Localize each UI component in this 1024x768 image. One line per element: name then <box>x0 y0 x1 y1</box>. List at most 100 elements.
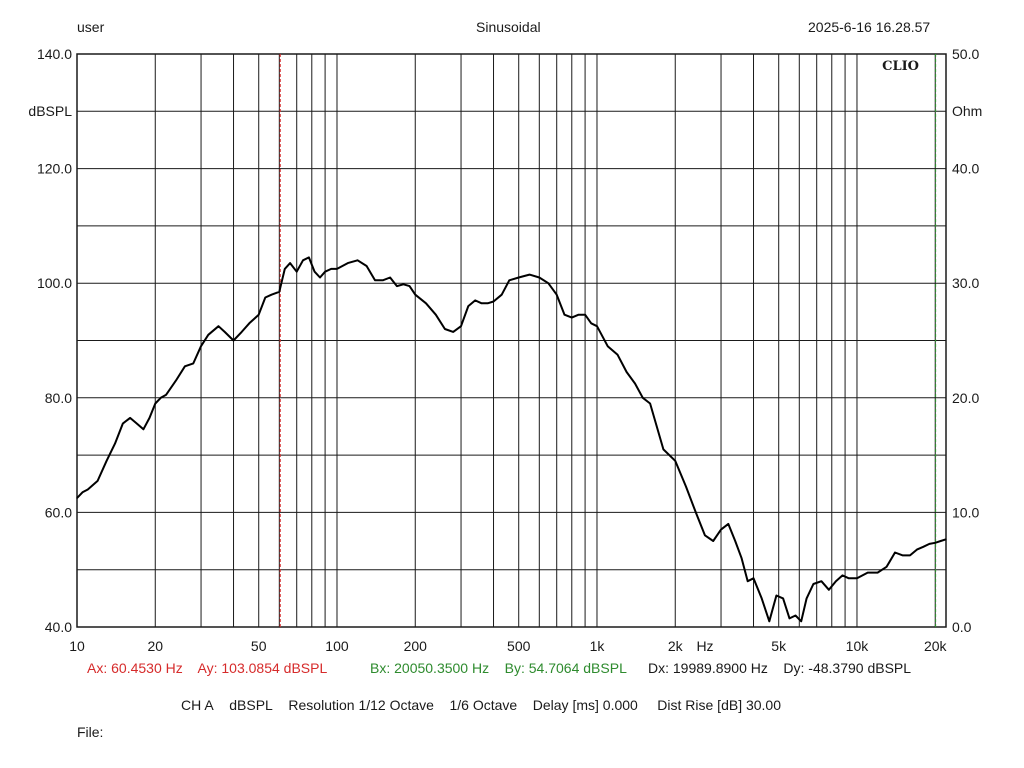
trace-point <box>856 577 858 579</box>
trace-point <box>616 354 619 356</box>
trace-point <box>902 554 904 556</box>
x-tick-label: 100 <box>325 638 349 654</box>
frequency-response-chart[interactable]: 10 20 50 100 200 500 1k 2k 5k 10k 20k Hz 140.0 120.0 1… <box>0 0 1024 660</box>
trace-point <box>704 534 706 536</box>
resolution-label: Resolution 1/12 Octave <box>288 697 434 713</box>
y-left-tick-label: 40.0 <box>45 619 72 635</box>
ay-readout: Ay: 103.0854 dBSPL <box>197 660 328 676</box>
trace-point <box>289 262 291 264</box>
trace-point <box>302 259 304 261</box>
bx-readout: Bx: 20050.3500 Hz <box>370 660 490 676</box>
cursor-a-readout: Ax: 60.4530 Hz Ay: 103.0854 dBSPL <box>87 660 327 676</box>
trace-point <box>727 523 729 525</box>
trace-point <box>788 617 791 620</box>
trace-point <box>425 302 427 304</box>
trace-point <box>782 597 784 599</box>
trace-point <box>794 614 797 617</box>
header-mode: Sinusoidal <box>476 19 541 35</box>
trace-point <box>148 417 151 419</box>
trace-point <box>934 542 936 544</box>
trace-point <box>768 620 770 622</box>
trace-point <box>922 546 924 548</box>
dist-rise-label: Dist Rise [dB] 30.00 <box>657 697 782 713</box>
trace-point <box>761 597 763 599</box>
trace-point <box>487 302 489 304</box>
trace-point <box>207 334 209 336</box>
smoothing-label: 1/6 Octave <box>449 697 518 713</box>
trace-point <box>916 549 918 551</box>
trace-point <box>136 422 138 425</box>
delta-readout: Dx: 19989.8900 Hz Dy: -48.3790 dBSPL <box>648 660 911 676</box>
trace-point <box>596 325 598 327</box>
trace-point <box>467 305 469 307</box>
trace-point <box>835 580 837 582</box>
trace-point <box>114 443 116 445</box>
trace-point <box>160 397 162 399</box>
trace-point <box>775 594 778 597</box>
trace-point <box>508 279 510 281</box>
y-right-tick-label: 40.0 <box>952 161 979 177</box>
trace-point <box>76 497 78 499</box>
trace-point <box>241 331 243 333</box>
trace-point <box>685 486 687 488</box>
trace-point <box>481 302 483 304</box>
trace-point <box>940 540 942 542</box>
trace-point <box>435 314 437 316</box>
dx-readout: Dx: 19989.8900 Hz <box>648 660 768 676</box>
trace-point <box>501 294 503 296</box>
y-left-tick-label: 140.0 <box>37 46 72 62</box>
trace-point <box>336 268 338 270</box>
trace-point <box>142 428 144 430</box>
trace-point <box>607 345 609 347</box>
trace-point <box>408 285 411 287</box>
trace-point <box>928 543 931 545</box>
trace-point <box>106 460 108 462</box>
trace-point <box>356 259 359 261</box>
trace-point <box>528 274 531 276</box>
trace-point <box>324 271 326 273</box>
trace-point <box>649 402 651 405</box>
trace-point <box>820 580 823 582</box>
trace-point <box>841 574 844 577</box>
trace-point <box>734 540 736 542</box>
trace-point <box>217 325 220 327</box>
trace-point <box>805 597 808 599</box>
trace-point <box>154 402 156 405</box>
trace-point <box>284 268 286 270</box>
y-right-tick-label: 30.0 <box>952 275 979 291</box>
trace-point <box>122 422 124 425</box>
trace-point <box>712 540 714 542</box>
trace-point <box>584 314 586 316</box>
trace-point <box>571 316 573 319</box>
trace-point <box>662 448 664 450</box>
trace-point <box>909 554 911 556</box>
by-readout: By: 54.7064 dBSPL <box>504 660 627 676</box>
trace-point <box>563 314 566 316</box>
spl-trace <box>76 256 947 623</box>
trace-point <box>674 460 676 462</box>
x-tick-label: 20k <box>924 638 948 654</box>
trace-point <box>396 285 398 287</box>
x-tick-label: 10 <box>69 638 85 654</box>
x-unit-label: Hz <box>696 638 713 654</box>
trace-point <box>828 589 830 591</box>
file-label: File: <box>77 724 104 740</box>
trace-point <box>330 268 332 270</box>
y-right-tick-label: 0.0 <box>952 619 972 635</box>
x-tick-label: 10k <box>846 638 870 654</box>
header-timestamp: 2025-6-16 16.28.57 <box>808 19 931 35</box>
trace-point <box>752 577 755 579</box>
y-right-tick-label: 50.0 <box>952 46 979 62</box>
ax-readout: Ax: 60.4530 Hz <box>87 660 183 676</box>
dy-readout: Dy: -48.3790 dBSPL <box>783 660 912 676</box>
x-tick-label: 500 <box>507 638 531 654</box>
trace-point <box>547 282 549 284</box>
trace-point <box>414 294 416 296</box>
trace-point <box>366 265 368 267</box>
y-left-tick-label: 100.0 <box>37 275 72 291</box>
trace-point <box>538 276 540 279</box>
trace-point <box>270 294 273 296</box>
trace-point <box>296 271 298 273</box>
y-left-tick-label: 60.0 <box>45 504 72 520</box>
cursor-b-readout: Bx: 20050.3500 Hz By: 54.7064 dBSPL <box>370 660 627 676</box>
